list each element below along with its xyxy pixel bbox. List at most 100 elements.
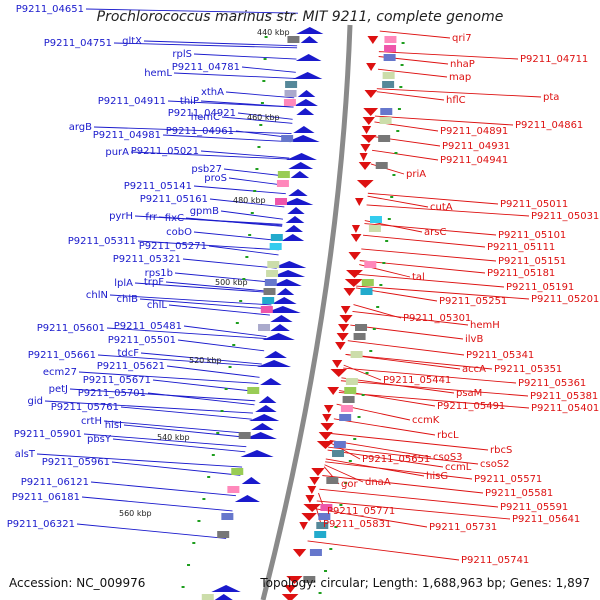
reverse-gene-arrow[interactable]: [301, 513, 317, 521]
forward-gene-arrow[interactable]: [280, 198, 314, 205]
forward-gene-arrow[interactable]: [296, 108, 315, 115]
gene-label[interactable]: P9211_05771: [327, 506, 395, 517]
gene-label[interactable]: P9211_04961: [166, 126, 234, 137]
forward-gene-arrow[interactable]: [292, 72, 323, 79]
feature-box[interactable]: [267, 261, 280, 268]
gene-label[interactable]: ccmK: [412, 415, 440, 426]
feature-box[interactable]: [353, 333, 366, 340]
gene-label[interactable]: P9211_05831: [323, 519, 391, 530]
feature-box[interactable]: [326, 477, 339, 484]
feature-box[interactable]: [360, 288, 373, 295]
gene-label[interactable]: csoS3: [433, 452, 463, 463]
gene-label[interactable]: P9211_05161: [140, 194, 208, 205]
feature-box[interactable]: [339, 414, 352, 421]
forward-gene-arrow[interactable]: [257, 360, 292, 367]
gene-label[interactable]: P9211_04981: [93, 130, 161, 141]
gene-label[interactable]: chlB: [117, 294, 139, 305]
gene-label[interactable]: P9211_05401: [531, 403, 599, 414]
reverse-gene-arrow[interactable]: [348, 252, 361, 260]
gene-label[interactable]: psaM: [456, 388, 482, 399]
gene-label[interactable]: ccmL: [445, 462, 472, 473]
gene-label[interactable]: P9211_06321: [7, 519, 75, 530]
gene-label[interactable]: P9211_05321: [113, 254, 181, 265]
reverse-gene-arrow[interactable]: [307, 486, 317, 494]
gene-label[interactable]: frr: [145, 212, 157, 223]
forward-gene-arrow[interactable]: [297, 90, 316, 97]
feature-box[interactable]: [260, 306, 273, 313]
gene-label[interactable]: P9211_04781: [172, 62, 240, 73]
feature-box[interactable]: [333, 441, 346, 448]
reverse-gene-arrow[interactable]: [362, 117, 375, 125]
feature-box[interactable]: [266, 270, 279, 277]
gene-label[interactable]: P9211_05761: [51, 402, 119, 413]
forward-gene-arrow[interactable]: [234, 495, 260, 502]
reverse-gene-arrow[interactable]: [292, 549, 307, 557]
forward-gene-arrow[interactable]: [271, 297, 297, 304]
feature-box[interactable]: [375, 162, 388, 169]
gene-label[interactable]: crtH: [81, 416, 102, 427]
reverse-gene-arrow[interactable]: [363, 108, 379, 116]
feature-box[interactable]: [316, 522, 329, 529]
forward-gene-arrow[interactable]: [290, 171, 310, 178]
gene-label[interactable]: tal: [412, 272, 425, 283]
feature-box[interactable]: [379, 117, 392, 124]
gene-label[interactable]: P9211_05661: [28, 350, 96, 361]
gene-label[interactable]: trpF: [144, 277, 164, 288]
reverse-gene-arrow[interactable]: [356, 180, 374, 188]
reverse-gene-arrow[interactable]: [350, 234, 362, 242]
gene-label[interactable]: P9211_05641: [512, 514, 580, 525]
gene-label[interactable]: P9211_05021: [131, 146, 199, 157]
reverse-gene-arrow[interactable]: [367, 36, 379, 44]
feature-box[interactable]: [262, 297, 275, 304]
feature-box[interactable]: [263, 288, 276, 295]
gene-label[interactable]: P9211_05311: [68, 236, 136, 247]
reverse-gene-arrow[interactable]: [364, 90, 378, 98]
gene-label[interactable]: ilvB: [465, 334, 483, 345]
gene-label[interactable]: gltX: [122, 36, 142, 47]
gene-label[interactable]: P9211_05271: [139, 241, 207, 252]
reverse-gene-arrow[interactable]: [359, 153, 368, 161]
gene-label[interactable]: P9211_05201: [531, 294, 599, 305]
feature-box[interactable]: [368, 225, 381, 232]
reverse-gene-arrow[interactable]: [284, 585, 297, 593]
gene-label[interactable]: P9211_05141: [124, 181, 192, 192]
forward-gene-arrow[interactable]: [262, 333, 295, 340]
reverse-gene-arrow[interactable]: [335, 342, 346, 350]
gene-label[interactable]: P9211_05351: [494, 364, 562, 375]
reverse-gene-arrow[interactable]: [360, 144, 371, 152]
reverse-gene-arrow[interactable]: [281, 594, 299, 600]
forward-gene-arrow[interactable]: [288, 162, 314, 169]
gene-label[interactable]: P9211_04651: [16, 4, 84, 15]
feature-box[interactable]: [287, 36, 300, 43]
feature-box[interactable]: [281, 135, 294, 142]
feature-box[interactable]: [258, 324, 271, 331]
gene-label[interactable]: pta: [543, 92, 559, 103]
feature-box[interactable]: [383, 54, 396, 61]
feature-box[interactable]: [238, 432, 251, 439]
gene-label[interactable]: P9211_04751: [44, 38, 112, 49]
reverse-gene-arrow[interactable]: [355, 198, 364, 206]
gene-label[interactable]: P9211_05031: [531, 211, 599, 222]
gene-label[interactable]: chlL: [147, 300, 168, 311]
gene-label[interactable]: rbcL: [437, 430, 459, 441]
gene-label[interactable]: P9211_05581: [485, 488, 553, 499]
feature-box[interactable]: [247, 387, 260, 394]
gene-label[interactable]: P9211_05901: [14, 429, 82, 440]
forward-gene-arrow[interactable]: [270, 324, 290, 331]
reverse-gene-arrow[interactable]: [327, 387, 340, 395]
gene-label[interactable]: alsT: [15, 449, 36, 460]
feature-box[interactable]: [318, 513, 331, 520]
feature-box[interactable]: [364, 261, 377, 268]
feature-box[interactable]: [217, 531, 230, 538]
forward-gene-arrow[interactable]: [264, 351, 287, 358]
forward-gene-arrow[interactable]: [300, 36, 319, 43]
feature-box[interactable]: [361, 279, 374, 286]
gene-label[interactable]: csoS2: [480, 459, 510, 470]
forward-gene-arrow[interactable]: [258, 396, 277, 403]
reverse-gene-arrow[interactable]: [346, 270, 363, 278]
feature-box[interactable]: [275, 198, 288, 205]
reverse-gene-arrow[interactable]: [318, 432, 333, 440]
gene-label[interactable]: P9211_05731: [429, 522, 497, 533]
feature-box[interactable]: [201, 594, 214, 600]
gene-label[interactable]: P9211_05101: [498, 230, 566, 241]
